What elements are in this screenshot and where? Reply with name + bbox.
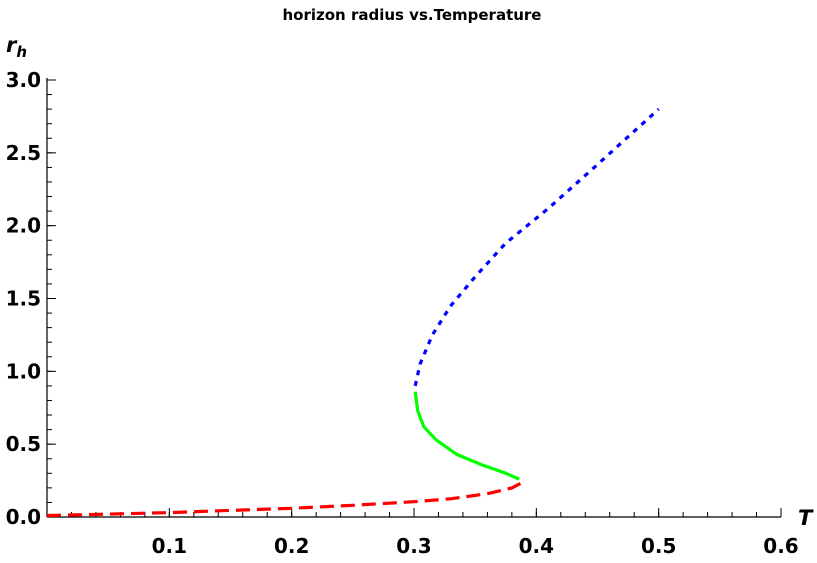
y-tick-label: 0.5 — [6, 432, 41, 456]
series-dotted-line — [413, 107, 660, 387]
x-tick-label: 0.1 — [152, 534, 187, 558]
y-tick-label: 3.0 — [6, 68, 41, 92]
y-tick-label: 2.5 — [6, 141, 41, 165]
x-tick-label: 0.6 — [763, 534, 798, 558]
x-tick-label: 0.3 — [396, 534, 431, 558]
tick-labels: 0.1 0.2 0.3 0.4 0.5 0.6 0.0 0.5 1.0 1.5 2.0 2.5 3.0 — [6, 68, 799, 558]
y-tick-label: 1.0 — [6, 359, 41, 383]
x-tick-label: 0.2 — [274, 534, 309, 558]
x-axis-label: T — [798, 506, 814, 530]
x-tick-label: 0.4 — [519, 534, 554, 558]
y-axis-label: rh — [6, 33, 27, 61]
chart-title: horizon radius vs.Temperature — [283, 6, 542, 24]
y-axis-label-main: r — [6, 33, 18, 57]
y-tick-label: 1.5 — [6, 287, 41, 311]
y-tick-label: 2.0 — [6, 214, 41, 238]
major-ticks — [47, 79, 782, 518]
x-tick-label: 0.5 — [641, 534, 676, 558]
series-layer — [46, 107, 660, 518]
y-tick-label: 0.0 — [6, 505, 41, 529]
series-dashed-line — [46, 482, 522, 518]
series-solid-line — [413, 391, 520, 481]
minor-ticks — [47, 79, 782, 517]
y-axis-label-sub: h — [16, 43, 27, 61]
